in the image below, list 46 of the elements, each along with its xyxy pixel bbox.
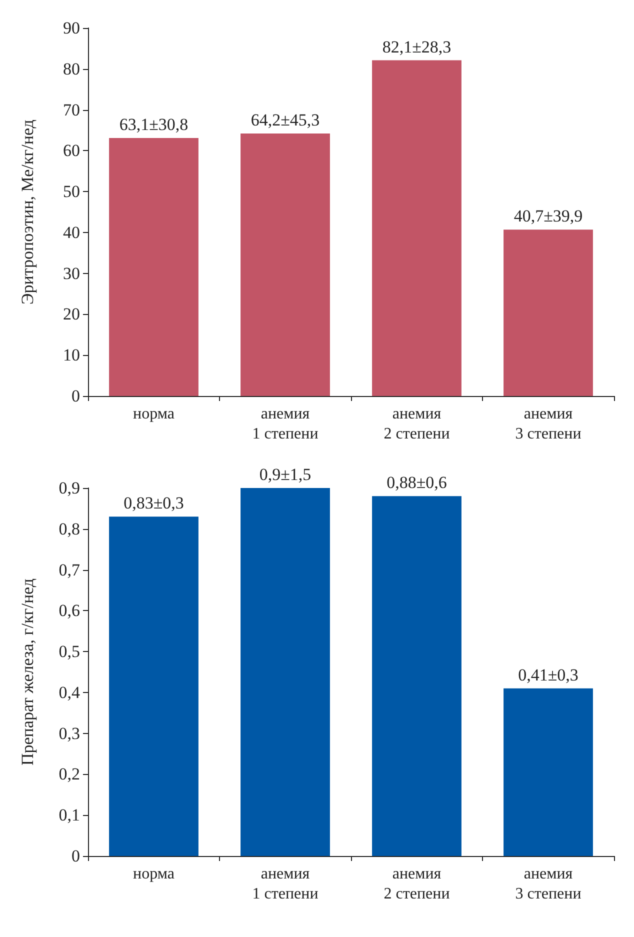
y-tick-label: 0 <box>72 846 80 866</box>
bar <box>240 133 330 396</box>
data-label: 0,88±0,6 <box>386 473 447 492</box>
data-label: 64,2±45,3 <box>250 110 320 130</box>
data-label: 40,7±39,9 <box>514 206 583 226</box>
bar <box>504 230 593 396</box>
x-tick-label: анемия 1 степени <box>252 866 319 902</box>
x-tick-label: норма <box>133 866 174 882</box>
y-axis-title: Препарат железа, г/кг/нед <box>18 578 37 766</box>
y-tick-label: 0,5 <box>58 642 80 662</box>
bar <box>109 138 198 396</box>
y-tick-label: 0,8 <box>58 519 80 538</box>
y-tick-label: 10 <box>63 346 80 365</box>
x-tick-label: анемия 2 степени <box>384 406 450 442</box>
y-tick-label: 80 <box>63 59 80 78</box>
y-tick-label: 30 <box>63 264 80 283</box>
data-label: 82,1±28,3 <box>382 37 452 56</box>
y-axis-title: Эритропоэтин, Ме/кг/нед <box>18 119 37 304</box>
data-label: 0,83±0,3 <box>124 494 184 513</box>
y-tick-label: 0,7 <box>58 560 80 580</box>
data-label: 0,9±1,5 <box>259 465 312 484</box>
y-tick-label: 20 <box>63 304 80 324</box>
y-tick-label: 0,1 <box>58 806 80 825</box>
y-tick-label: 0,9 <box>58 478 80 498</box>
x-tick-label: норма <box>133 406 174 422</box>
bar <box>372 496 462 856</box>
y-tick-label: 60 <box>63 141 80 160</box>
y-tick-label: 70 <box>63 100 80 120</box>
y-tick-label: 40 <box>63 222 80 242</box>
y-tick-label: 0 <box>72 386 80 406</box>
data-label: 0,41±0,3 <box>518 665 578 684</box>
y-tick-label: 90 <box>63 18 80 38</box>
bar <box>372 60 462 396</box>
x-tick-label: анемия 2 степени <box>384 866 450 902</box>
x-tick-label: анемия 3 степени <box>515 866 582 902</box>
data-label: 63,1±30,8 <box>119 114 188 134</box>
x-tick-label: анемия 1 степени <box>252 406 319 442</box>
y-tick-label: 50 <box>63 182 80 202</box>
y-tick-label: 0,6 <box>58 601 80 620</box>
y-tick-label: 0,3 <box>58 724 80 743</box>
y-tick-label: 0,2 <box>58 764 80 784</box>
y-tick-label: 0,4 <box>58 682 80 702</box>
bar <box>109 516 198 856</box>
bar <box>504 688 593 856</box>
bar <box>240 488 330 856</box>
x-tick-label: анемия 3 степени <box>515 406 582 442</box>
